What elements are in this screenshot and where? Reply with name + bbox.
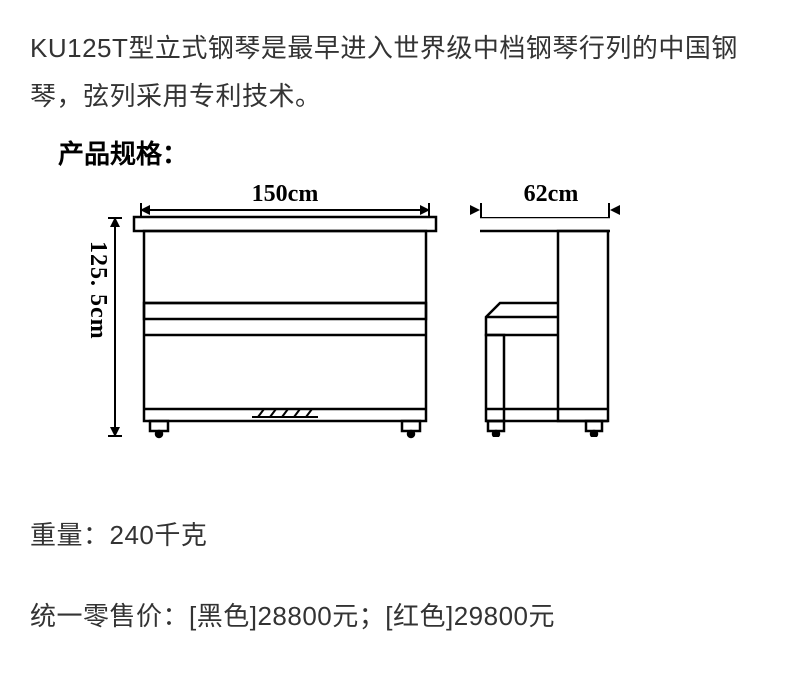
piano-front-view — [140, 217, 430, 437]
spec-title: 产品规格： — [58, 134, 760, 171]
dimension-width-label: 150cm — [140, 181, 430, 208]
dimension-width: 150cm — [140, 185, 430, 213]
dimension-depth: 62cm — [480, 185, 610, 213]
product-intro: KU125T型立式钢琴是最早进入世界级中档钢琴行列的中国钢琴，弦列采用专利技术。 — [30, 24, 760, 120]
dimension-depth-label: 62cm — [480, 181, 622, 208]
dimension-height: 125. 5cm — [90, 217, 130, 437]
dimension-height-label: 125. 5cm — [84, 241, 111, 340]
price-line: 统一零售价：[黑色]28800元；[红色]29800元 — [30, 596, 760, 633]
piano-side-view — [480, 217, 610, 437]
weight-line: 重量：240千克 — [30, 515, 760, 552]
spec-diagram: 150cm 125. 5cm 62cm — [50, 177, 690, 467]
